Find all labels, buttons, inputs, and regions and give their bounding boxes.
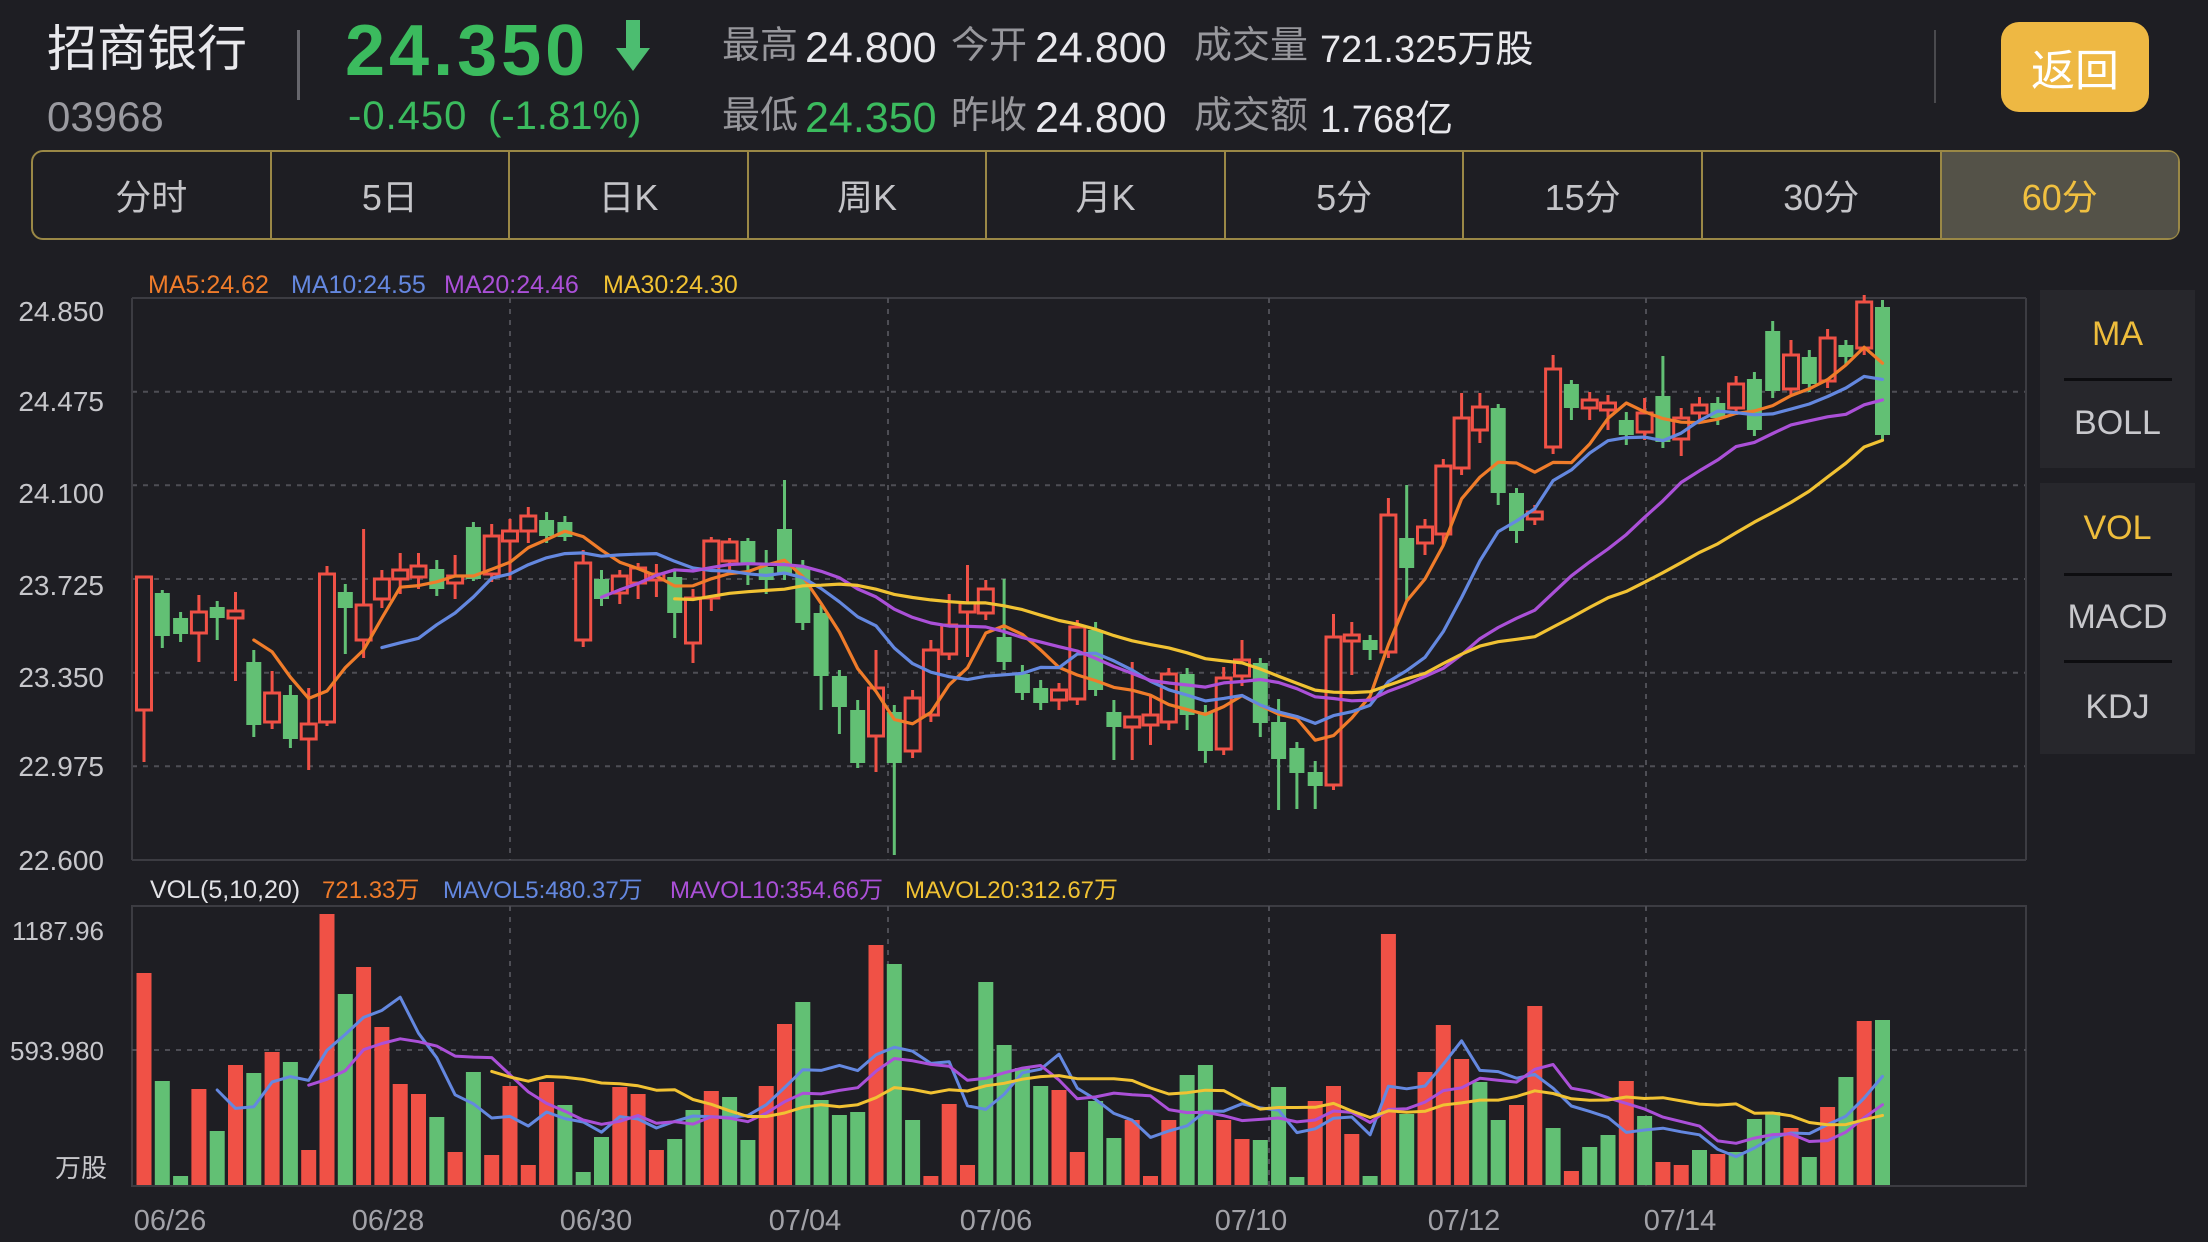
svg-text:23.725: 23.725 xyxy=(18,570,104,601)
svg-text:MAVOL5:480.37万: MAVOL5:480.37万 xyxy=(443,877,643,904)
svg-text:万股: 万股 xyxy=(55,1153,107,1183)
svg-text:MA30:24.30: MA30:24.30 xyxy=(603,271,738,299)
svg-text:1187.96: 1187.96 xyxy=(12,916,104,946)
svg-text:MA20:24.46: MA20:24.46 xyxy=(444,271,579,299)
svg-text:MAVOL20:312.67万: MAVOL20:312.67万 xyxy=(905,877,1118,904)
svg-text:721.33万: 721.33万 xyxy=(322,877,419,904)
svg-text:07/04: 07/04 xyxy=(769,1205,842,1237)
svg-text:24.850: 24.850 xyxy=(18,296,104,327)
svg-text:23.350: 23.350 xyxy=(18,662,104,693)
svg-text:22.975: 22.975 xyxy=(18,751,104,782)
svg-text:MAVOL10:354.66万: MAVOL10:354.66万 xyxy=(670,877,883,904)
svg-text:07/06: 07/06 xyxy=(960,1205,1033,1237)
svg-text:22.600: 22.600 xyxy=(18,845,104,876)
svg-text:MA5:24.62: MA5:24.62 xyxy=(148,271,269,299)
svg-text:07/10: 07/10 xyxy=(1215,1205,1288,1237)
svg-text:MA10:24.55: MA10:24.55 xyxy=(291,271,426,299)
svg-text:07/14: 07/14 xyxy=(1644,1205,1717,1237)
svg-text:24.475: 24.475 xyxy=(18,386,104,417)
svg-text:593.980: 593.980 xyxy=(10,1036,104,1066)
svg-text:07/12: 07/12 xyxy=(1428,1205,1501,1237)
svg-text:06/28: 06/28 xyxy=(352,1205,425,1237)
svg-text:VOL(5,10,20): VOL(5,10,20) xyxy=(150,876,300,904)
svg-text:06/30: 06/30 xyxy=(560,1205,633,1237)
svg-text:06/26: 06/26 xyxy=(134,1205,207,1237)
svg-text:24.100: 24.100 xyxy=(18,478,104,509)
